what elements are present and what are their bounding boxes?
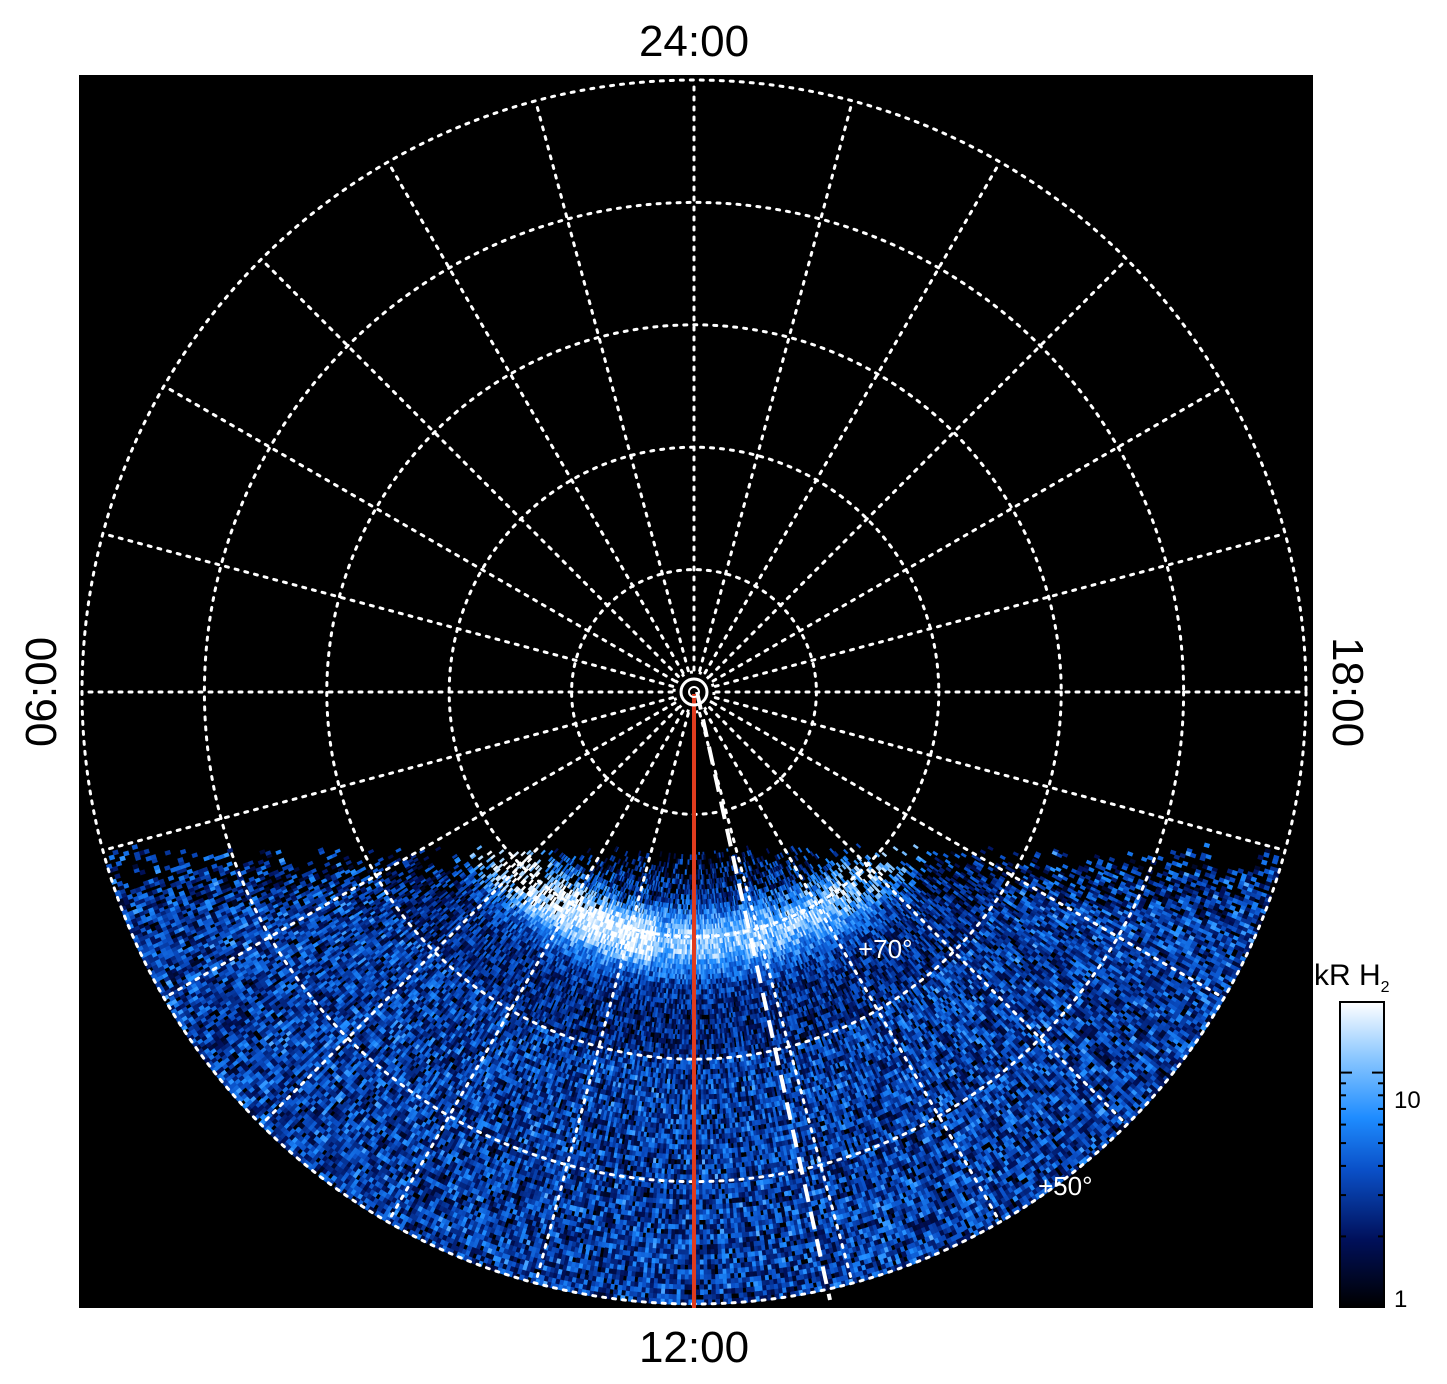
polar-projection-chart: +70° +50° 24:00 12:00 06:00 18:00 kR H2 … [0, 0, 1447, 1384]
